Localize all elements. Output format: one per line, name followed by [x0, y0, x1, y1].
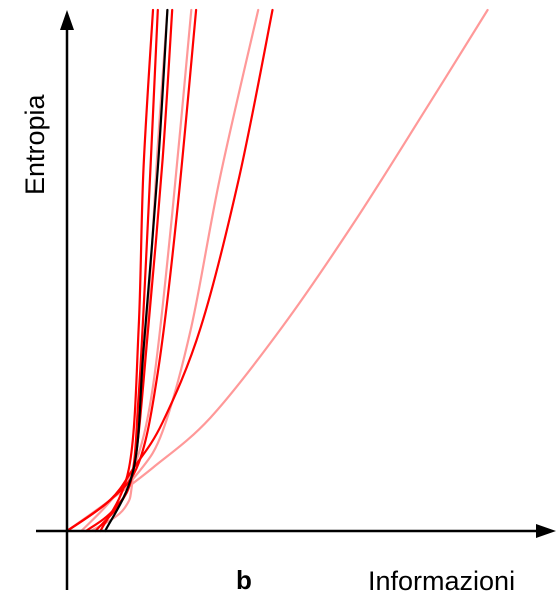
- curve-group: [65, 8, 489, 533]
- series-line-6: [65, 8, 198, 533]
- x-axis-arrowhead: [536, 524, 556, 538]
- series-line-9: [99, 8, 155, 533]
- series-line-7: [85, 8, 174, 533]
- series-line-4: [89, 8, 169, 533]
- series-line-1: [65, 8, 489, 533]
- panel-label: b: [236, 565, 252, 595]
- x-axis-label: Informazioni: [368, 566, 515, 596]
- y-axis-label: Entropia: [20, 93, 50, 195]
- y-axis-arrowhead: [60, 10, 74, 30]
- series-line-10: [104, 8, 169, 533]
